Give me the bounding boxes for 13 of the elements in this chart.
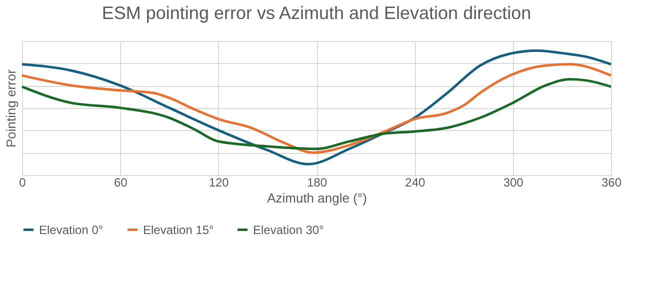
chart-title: ESM pointing error vs Azimuth and Elevation direction: [102, 3, 532, 23]
x-tick-label: 60: [114, 176, 128, 190]
x-tick-label: 120: [208, 176, 230, 190]
x-tick-label: 240: [405, 176, 426, 190]
legend-label: Elevation 30°: [253, 222, 324, 237]
x-tick-label: 0: [19, 176, 26, 190]
x-axis-title: Azimuth angle (°): [267, 190, 367, 206]
x-tick-label: 180: [306, 176, 328, 190]
legend-label: Elevation 0°: [39, 222, 104, 237]
y-axis-title: Pointing error: [4, 68, 18, 148]
x-tick-label: 360: [601, 176, 622, 190]
legend-label: Elevation 15°: [143, 222, 214, 237]
x-tick-label: 300: [503, 176, 524, 190]
